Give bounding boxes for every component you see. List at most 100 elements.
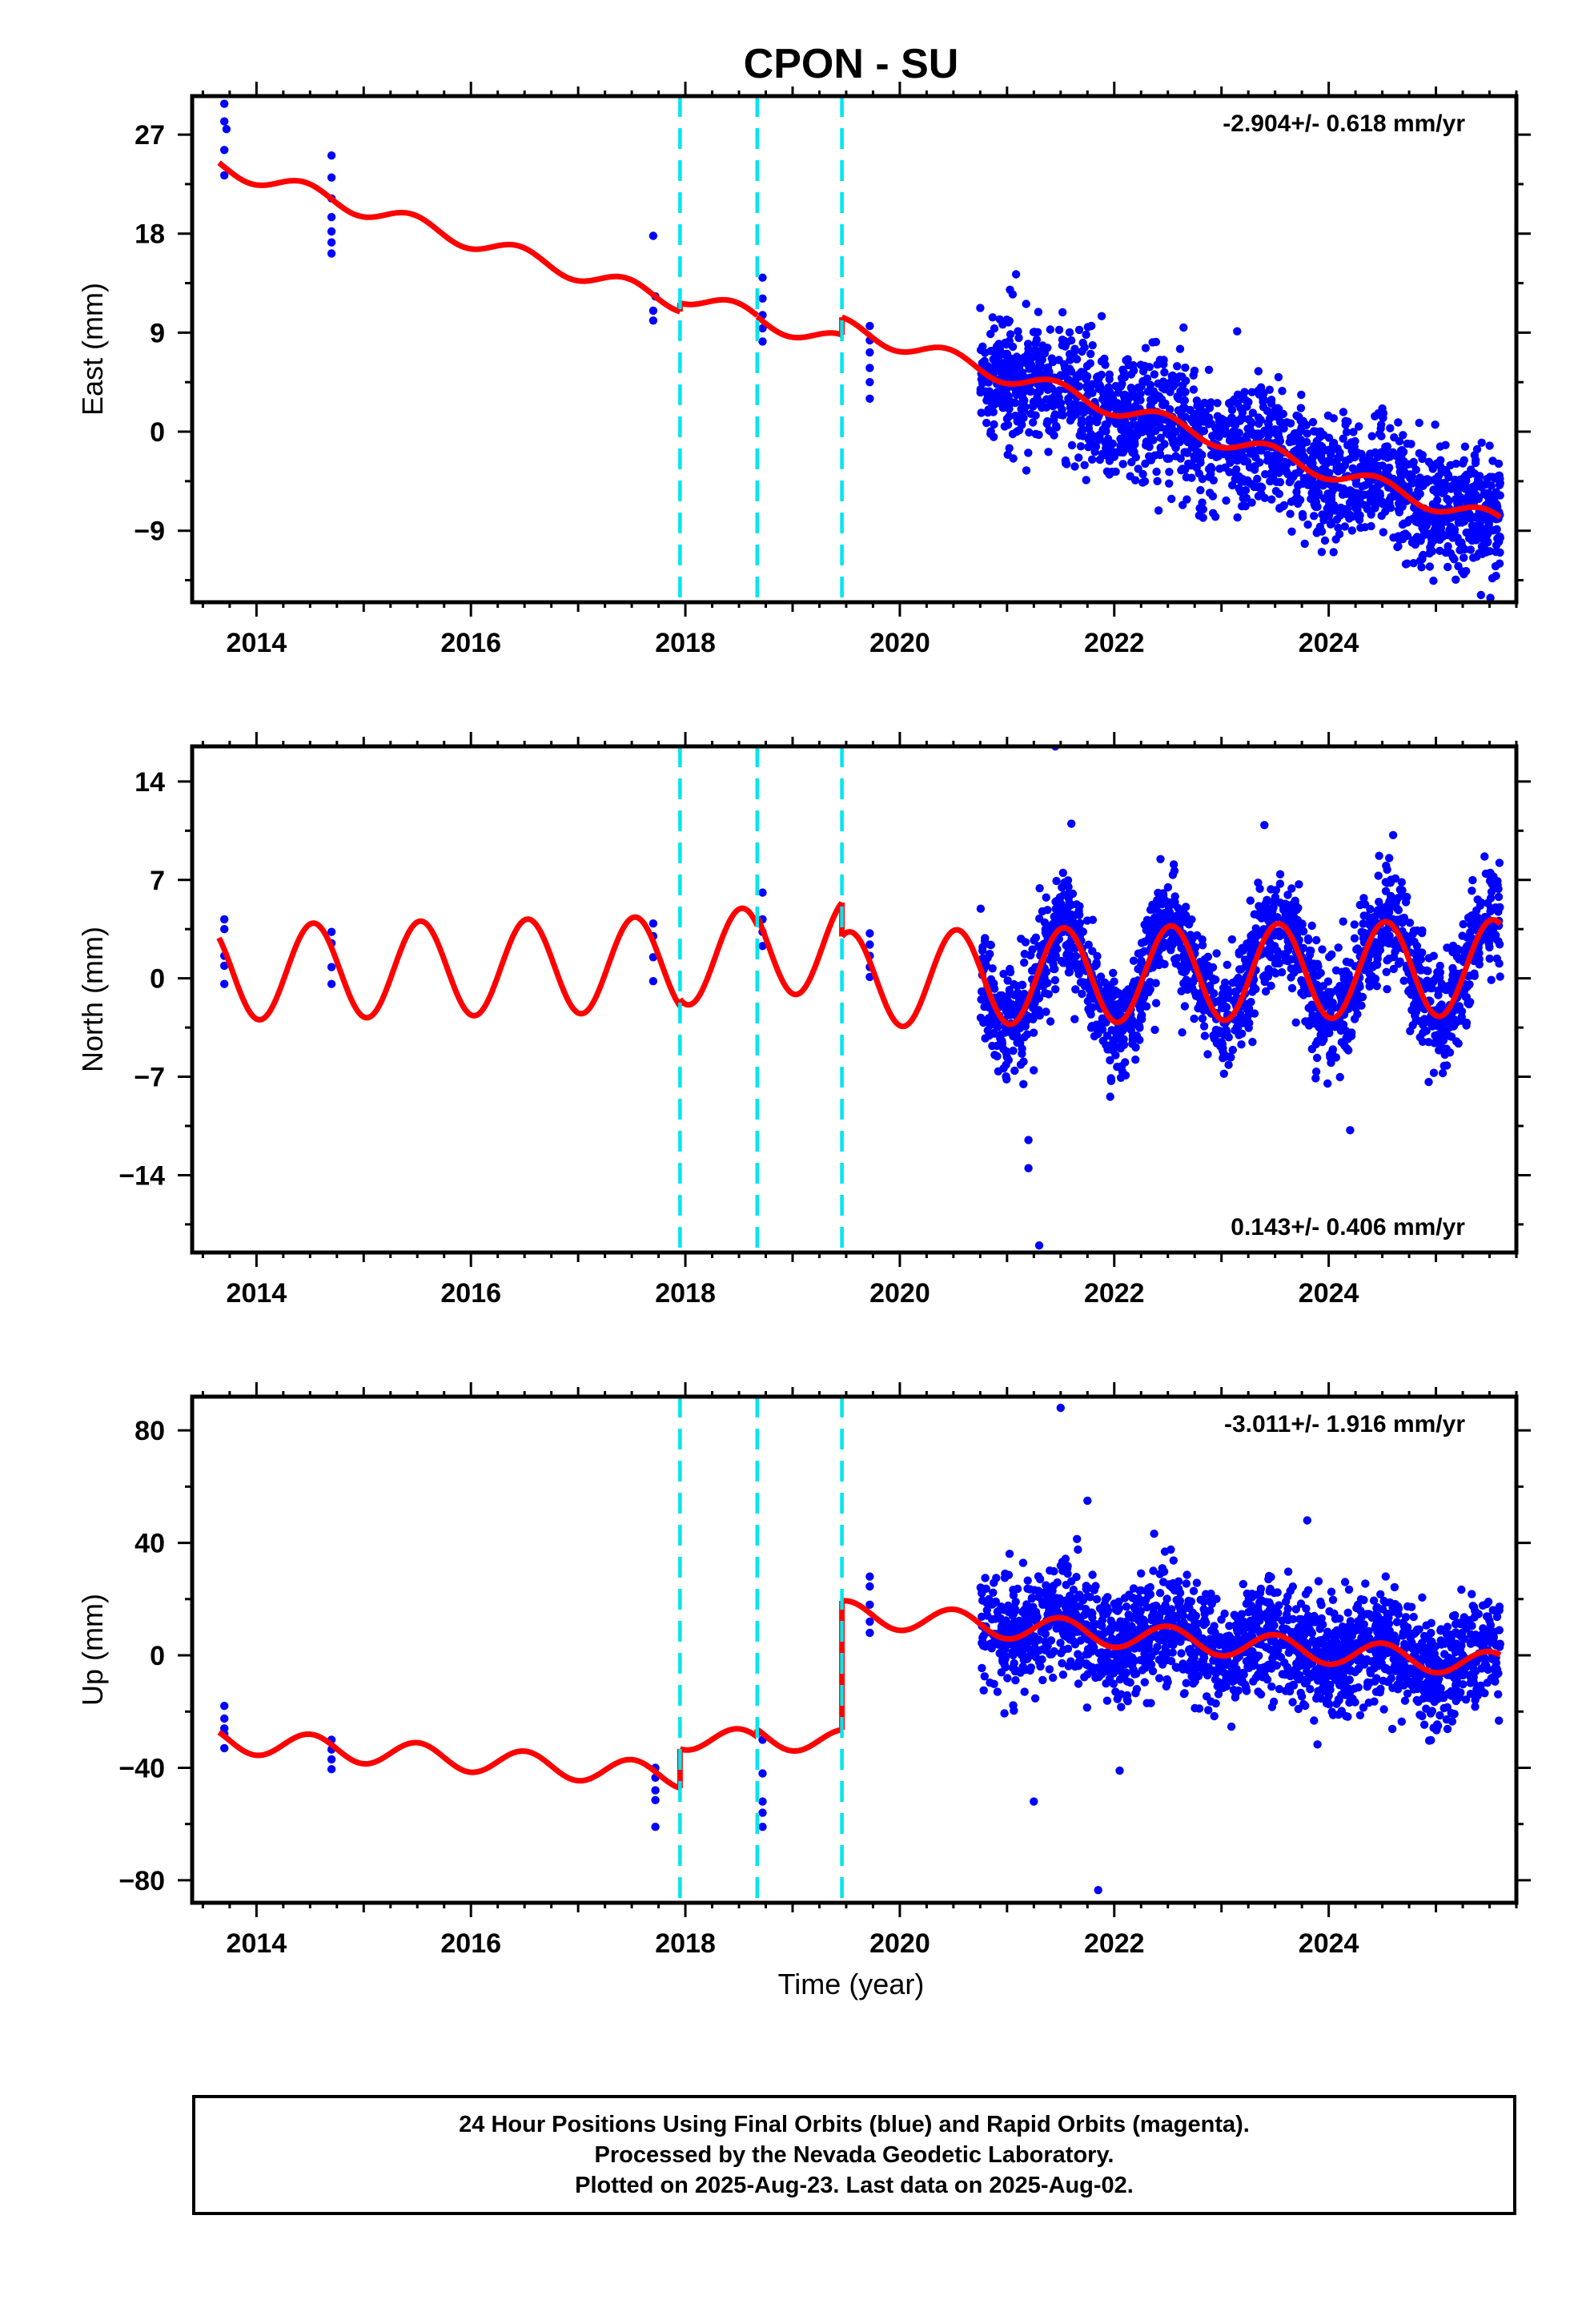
data-point xyxy=(1248,1037,1257,1047)
data-point xyxy=(327,212,336,222)
data-point xyxy=(1050,975,1060,985)
data-point xyxy=(1117,1703,1126,1711)
data-point xyxy=(220,99,229,108)
data-point xyxy=(1085,415,1094,424)
data-point xyxy=(1204,365,1214,374)
data-point xyxy=(1355,422,1363,431)
data-point xyxy=(1120,373,1130,382)
data-point xyxy=(1361,1579,1370,1588)
data-point xyxy=(1143,387,1153,396)
data-point xyxy=(1187,473,1196,482)
data-point xyxy=(1130,977,1138,986)
data-point-outlier xyxy=(1067,819,1076,828)
data-point xyxy=(1031,340,1040,348)
data-point xyxy=(1014,327,1022,336)
data-point xyxy=(1042,1007,1050,1016)
data-point xyxy=(1051,985,1060,994)
data-point xyxy=(1300,539,1309,549)
data-point xyxy=(1331,1023,1339,1031)
data-point xyxy=(1287,497,1296,506)
data-point xyxy=(758,1797,767,1806)
data-point xyxy=(1437,466,1446,475)
fit-line xyxy=(677,905,760,1008)
data-point xyxy=(1383,464,1393,474)
data-point xyxy=(1359,894,1368,903)
data-point xyxy=(1367,961,1375,971)
data-point xyxy=(1391,947,1399,956)
data-point xyxy=(1436,524,1446,533)
data-point xyxy=(1134,949,1143,958)
data-point xyxy=(1233,513,1242,522)
data-point xyxy=(1485,954,1494,963)
data-point xyxy=(1163,883,1173,892)
data-point xyxy=(1374,871,1383,880)
data-point xyxy=(1156,433,1165,442)
data-point xyxy=(865,348,874,357)
data-point xyxy=(1310,512,1319,521)
data-point xyxy=(1189,385,1199,394)
data-point xyxy=(1164,430,1173,439)
data-point xyxy=(1406,1027,1415,1035)
data-point xyxy=(1279,502,1287,511)
data-point xyxy=(1340,522,1350,531)
data-point xyxy=(1291,1018,1300,1027)
data-point xyxy=(1397,502,1407,512)
data-point xyxy=(986,347,995,356)
data-point xyxy=(1300,479,1310,488)
data-point xyxy=(1171,444,1180,452)
data-point xyxy=(1244,1010,1254,1019)
data-point xyxy=(1250,910,1259,919)
data-point xyxy=(1181,363,1190,372)
data-point xyxy=(1210,989,1219,998)
data-point xyxy=(1002,1075,1011,1084)
data-point xyxy=(1222,496,1231,505)
data-point xyxy=(1200,1031,1210,1040)
data-point xyxy=(1327,518,1336,527)
data-point xyxy=(1390,433,1399,442)
data-point xyxy=(1415,418,1423,428)
x-tick-label: 2024 xyxy=(1299,628,1359,658)
data-point xyxy=(1429,1068,1439,1077)
data-point xyxy=(1078,432,1087,440)
data-point xyxy=(1486,894,1496,903)
data-point xyxy=(1339,972,1349,981)
data-point xyxy=(1311,1015,1320,1024)
data-point xyxy=(1179,951,1188,960)
data-point xyxy=(1074,970,1083,979)
data-point xyxy=(1425,549,1434,558)
data-point xyxy=(1088,341,1097,350)
data-point xyxy=(1452,575,1460,584)
data-point xyxy=(1068,958,1078,967)
data-point xyxy=(1107,390,1116,400)
data-point xyxy=(1118,365,1127,374)
data-point xyxy=(1460,553,1468,562)
y-tick-label: −14 xyxy=(118,1160,165,1191)
data-point xyxy=(327,927,336,936)
data-point xyxy=(1024,344,1033,353)
data-point xyxy=(1043,344,1052,352)
data-point xyxy=(1366,914,1375,923)
data-point xyxy=(1058,405,1066,414)
data-point xyxy=(1385,931,1394,940)
data-point xyxy=(1339,917,1347,926)
data-point xyxy=(1354,1683,1363,1692)
data-point xyxy=(1389,533,1398,542)
data-point xyxy=(1435,546,1444,555)
data-point xyxy=(1179,1690,1189,1699)
fit-line xyxy=(754,900,845,998)
data-point xyxy=(1146,905,1155,915)
data-point xyxy=(1198,474,1207,484)
data-point xyxy=(1247,931,1255,941)
data-point xyxy=(1431,420,1439,429)
data-point xyxy=(1195,1704,1204,1713)
data-point xyxy=(220,146,229,155)
data-point xyxy=(1275,870,1285,879)
data-point xyxy=(1146,456,1156,464)
y-tick-label: 14 xyxy=(135,767,165,798)
data-point xyxy=(1225,468,1234,476)
data-point xyxy=(1406,473,1415,482)
data-point xyxy=(1442,1044,1452,1053)
data-point xyxy=(1447,523,1456,532)
data-point xyxy=(1331,535,1340,544)
data-point xyxy=(1062,460,1071,468)
